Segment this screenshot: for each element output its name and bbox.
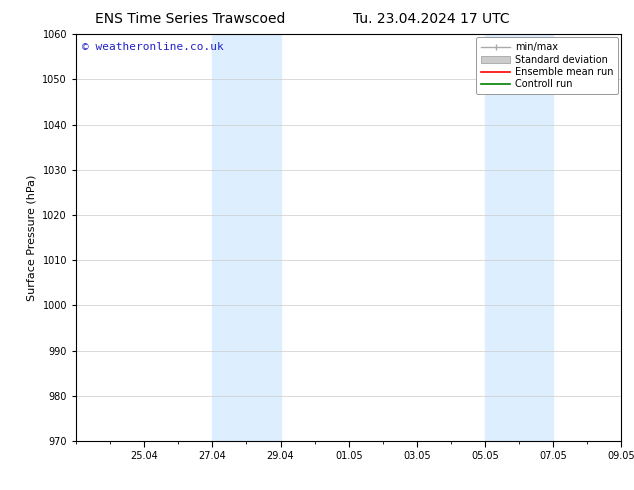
Legend: min/max, Standard deviation, Ensemble mean run, Controll run: min/max, Standard deviation, Ensemble me…: [476, 37, 618, 94]
Bar: [212, 34, 280, 441]
Bar: [485, 34, 553, 441]
Text: ENS Time Series Trawscoed: ENS Time Series Trawscoed: [95, 12, 285, 26]
Text: © weatheronline.co.uk: © weatheronline.co.uk: [82, 43, 223, 52]
Text: Tu. 23.04.2024 17 UTC: Tu. 23.04.2024 17 UTC: [353, 12, 510, 26]
Y-axis label: Surface Pressure (hPa): Surface Pressure (hPa): [27, 174, 37, 301]
